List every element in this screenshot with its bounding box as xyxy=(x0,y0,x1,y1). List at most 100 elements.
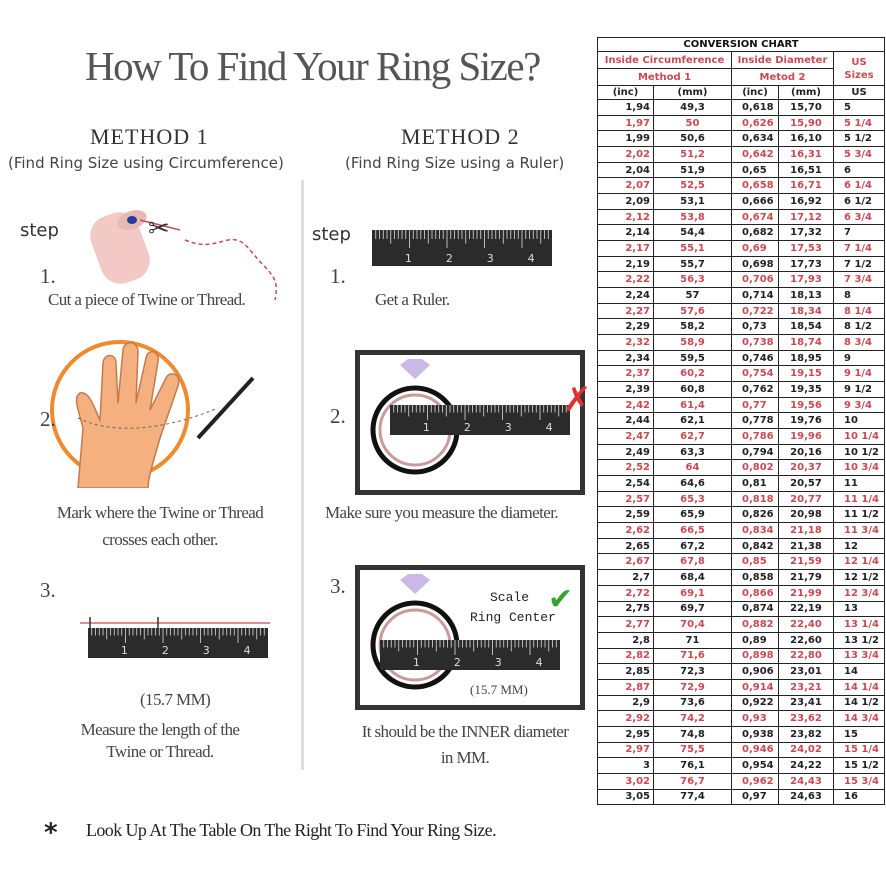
table-cell: 68,4 xyxy=(653,569,732,586)
table-cell: 2,52 xyxy=(597,459,654,477)
table-cell: 60,8 xyxy=(653,381,732,398)
table-cell: 62,7 xyxy=(653,428,732,445)
table-cell: 20,57 xyxy=(778,475,834,492)
table-cell: 6 1/4 xyxy=(832,177,886,195)
table-cell: 67,8 xyxy=(653,553,732,571)
table-cell: 0,73 xyxy=(731,318,779,336)
ruler-number: 3 xyxy=(487,252,494,265)
table-cell: 2,47 xyxy=(597,428,654,445)
ruler: 1 2 3 4 xyxy=(372,230,552,266)
table-cell: 74,2 xyxy=(653,710,732,727)
table-cell: 72,3 xyxy=(653,663,732,680)
ruler-number: 2 xyxy=(464,421,471,434)
table-cell: 56,3 xyxy=(653,271,732,289)
table-cell: 2,44 xyxy=(597,412,654,430)
table-cell: 0,658 xyxy=(731,177,779,195)
table-cell: 0,834 xyxy=(731,522,779,539)
table-cell: 14 1/4 xyxy=(832,678,886,696)
divider xyxy=(301,180,304,770)
table-cell: 0,674 xyxy=(731,208,779,226)
table-cell: 2,12 xyxy=(597,208,654,226)
table-cell: 0,866 xyxy=(731,584,779,602)
table-row: 2,67 67,8 0,85 21,59 12 1/4 xyxy=(597,553,886,571)
check-icon: ✔ xyxy=(548,582,574,617)
table-cell: 15 1/4 xyxy=(832,741,886,759)
table-cell: 17,12 xyxy=(778,208,834,226)
table-row: 2,44 62,1 0,778 19,76 10 xyxy=(597,412,886,430)
table-cell: 19,35 xyxy=(778,381,834,398)
table-row: 2,85 72,3 0,906 23,01 14 xyxy=(597,663,886,680)
table-cell: 64 xyxy=(653,459,732,477)
table-cell: 15 3/4 xyxy=(832,772,886,790)
table-row: 2,82 71,6 0,898 22,80 13 3/4 xyxy=(597,647,886,665)
step-text: Cut a piece of Twine or Thread. xyxy=(48,290,246,309)
table-cell: 2,17 xyxy=(597,240,654,257)
table-row: 2,54 64,6 0,81 20,57 11 xyxy=(597,475,886,492)
table-cell: 15,70 xyxy=(778,99,834,116)
table-cell: 2,67 xyxy=(597,553,654,571)
table-cell: 11 3/4 xyxy=(832,522,886,539)
group-header: Inside Circumference xyxy=(597,51,732,69)
step-text: It should be the INNER diameter xyxy=(361,722,569,741)
unit-header: US xyxy=(832,85,886,100)
table-cell: 76,7 xyxy=(653,772,732,790)
ruler-number: 1 xyxy=(405,252,412,265)
table-cell: 2,39 xyxy=(597,381,654,398)
table-cell: 0,682 xyxy=(731,224,779,242)
ruler-number: 2 xyxy=(454,656,461,669)
step-text: Measure the length of the xyxy=(80,720,240,739)
table-cell: 20,98 xyxy=(778,506,834,524)
conversion-chart-table: CONVERSION CHART Inside Circumference Ins… xyxy=(596,37,886,806)
table-row: 2,92 74,2 0,93 23,62 14 3/4 xyxy=(597,710,886,727)
ruler-graphic: 1 2 3 4 xyxy=(380,640,560,670)
table-cell: 69,1 xyxy=(653,584,732,602)
table-cell: 60,2 xyxy=(653,365,732,383)
table-cell: 0,746 xyxy=(731,349,779,367)
table-cell: 2,7 xyxy=(597,569,654,586)
table-row: 2,49 63,3 0,794 20,16 10 1/2 xyxy=(597,443,886,461)
table-row: 2,37 60,2 0,754 19,15 9 1/4 xyxy=(597,365,886,383)
table-row: 2,65 67,2 0,842 21,38 12 xyxy=(597,537,886,555)
table-cell: 0,738 xyxy=(731,334,779,351)
ruler-number: 3 xyxy=(495,656,502,669)
table-cell: 23,62 xyxy=(778,710,834,727)
step-number: 3. xyxy=(330,574,346,598)
table-cell: 14 3/4 xyxy=(832,710,886,727)
table-cell: 11 1/4 xyxy=(832,490,886,508)
table-cell: 0,938 xyxy=(731,725,779,743)
ruler: 1 2 3 4 xyxy=(390,405,570,435)
table-row: 2,19 55,7 0,698 17,73 7 1/2 xyxy=(597,255,886,273)
group-header: US Sizes xyxy=(832,51,886,86)
table-cell: 21,79 xyxy=(778,569,834,586)
table-cell: 9 1/2 xyxy=(832,381,886,398)
table-cell: 57,6 xyxy=(653,302,732,320)
table-cell: 0,874 xyxy=(731,600,779,618)
table-cell: 2,85 xyxy=(597,663,654,680)
step-number: 2. xyxy=(330,404,346,428)
table-cell: 2,59 xyxy=(597,506,654,524)
table-cell: 10 3/4 xyxy=(832,459,886,477)
table-cell: 8 xyxy=(832,287,886,304)
table-row: 2,39 60,8 0,762 19,35 9 1/2 xyxy=(597,381,886,398)
table-cell: 2,95 xyxy=(597,725,654,743)
table-row: 2,27 57,6 0,722 18,34 8 1/4 xyxy=(597,302,886,320)
table-row: 1,99 50,6 0,634 16,10 5 1/2 xyxy=(597,130,886,148)
unit-header: (mm) xyxy=(778,85,834,100)
table-cell: 13 xyxy=(832,600,886,618)
table-cell: 2,29 xyxy=(597,318,654,336)
unit-header: (inc) xyxy=(731,85,779,100)
table-cell: 7 1/2 xyxy=(832,255,886,273)
ruler-number: 3 xyxy=(203,644,210,657)
table-cell: 2,54 xyxy=(597,475,654,492)
step-label: step xyxy=(312,224,351,245)
table-cell: 69,7 xyxy=(653,600,732,618)
table-cell: 2,49 xyxy=(597,443,654,461)
table-cell: 5 1/2 xyxy=(832,130,886,148)
table-cell: 2,02 xyxy=(597,146,654,163)
table-cell: 71 xyxy=(653,631,732,649)
table-cell: 2,77 xyxy=(597,616,654,633)
table-cell: 75,5 xyxy=(653,741,732,759)
table-row: 1,94 49,3 0,618 15,70 5 xyxy=(597,99,886,116)
method2-subtitle: (Find Ring Size using a Ruler) xyxy=(345,154,565,172)
ruler-graphic: 1 2 3 4 xyxy=(372,230,552,266)
